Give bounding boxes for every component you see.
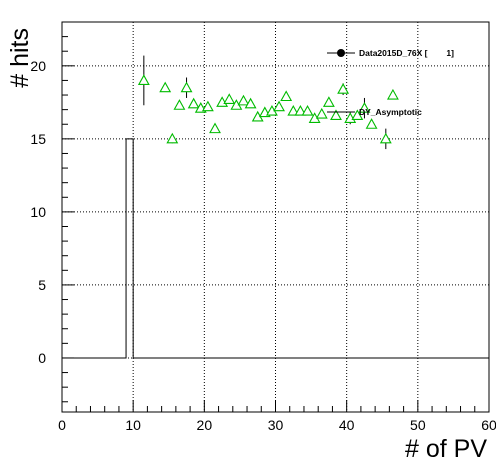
legend-entry-data: Data2015D_76X [ 1]: [327, 48, 454, 58]
data-point-triangle: [386, 88, 399, 100]
data-point-triangle: [159, 81, 172, 93]
y-tick-label: 10: [30, 204, 46, 220]
y-tick-label: 20: [30, 58, 46, 74]
x-tick-label: 0: [58, 417, 66, 433]
data-point-triangle: [244, 97, 257, 109]
data-point-triangle: [365, 118, 378, 129]
data-histogram-line: [62, 138, 489, 359]
legend-marker-data-dot: [337, 49, 345, 57]
legend-label-dy: DY_Asymptotic: [359, 107, 422, 117]
data-point-triangle: [330, 109, 342, 121]
y-tick-label: 5: [38, 277, 46, 293]
y-tick-label: 15: [30, 131, 46, 147]
data-point-triangle: [137, 74, 150, 85]
data-point-triangle: [187, 97, 200, 109]
data-point-triangle: [287, 104, 300, 116]
x-tick-label: 60: [481, 417, 496, 433]
data-point-triangle: [173, 99, 186, 110]
data-point-triangle: [322, 96, 335, 107]
data-point-triangle: [201, 100, 214, 112]
x-axis-label: # of PV: [405, 435, 487, 463]
y-axis-label: # hits: [6, 28, 34, 88]
data-point-triangle: [337, 83, 350, 94]
x-tick-label: 10: [125, 417, 141, 433]
data-point-triangle: [379, 132, 392, 144]
legend: Data2015D_76X [ 1] DY_Asymptotic: [327, 48, 454, 117]
data-point-triangle: [315, 107, 328, 119]
data-point-triangle: [294, 104, 307, 116]
series-layer: [62, 55, 489, 359]
x-tick-label: 20: [197, 417, 213, 433]
data-point-triangle: [273, 100, 285, 112]
data-point-triangle: [237, 94, 250, 106]
legend-label-data: Data2015D_76X [ 1]: [359, 48, 454, 58]
x-tick-label: 50: [410, 417, 426, 433]
data-point-triangle: [351, 109, 364, 121]
y-tick-label: 0: [38, 350, 46, 366]
data-point-triangle: [280, 90, 293, 102]
data-point-triangle: [358, 102, 371, 113]
legend-entry-dy: DY_Asymptotic: [327, 107, 422, 117]
data-point-triangle: [209, 122, 221, 134]
x-tick-label: 40: [339, 417, 355, 433]
data-point-triangle: [223, 93, 236, 104]
data-point-triangle: [180, 81, 193, 93]
data-point-triangle: [166, 132, 179, 144]
data-point-triangle: [301, 104, 314, 116]
axes: 0 10 20 30 40 50 60 0 5 10 15 20: [30, 36, 496, 433]
x-tick-label: 30: [268, 417, 284, 433]
